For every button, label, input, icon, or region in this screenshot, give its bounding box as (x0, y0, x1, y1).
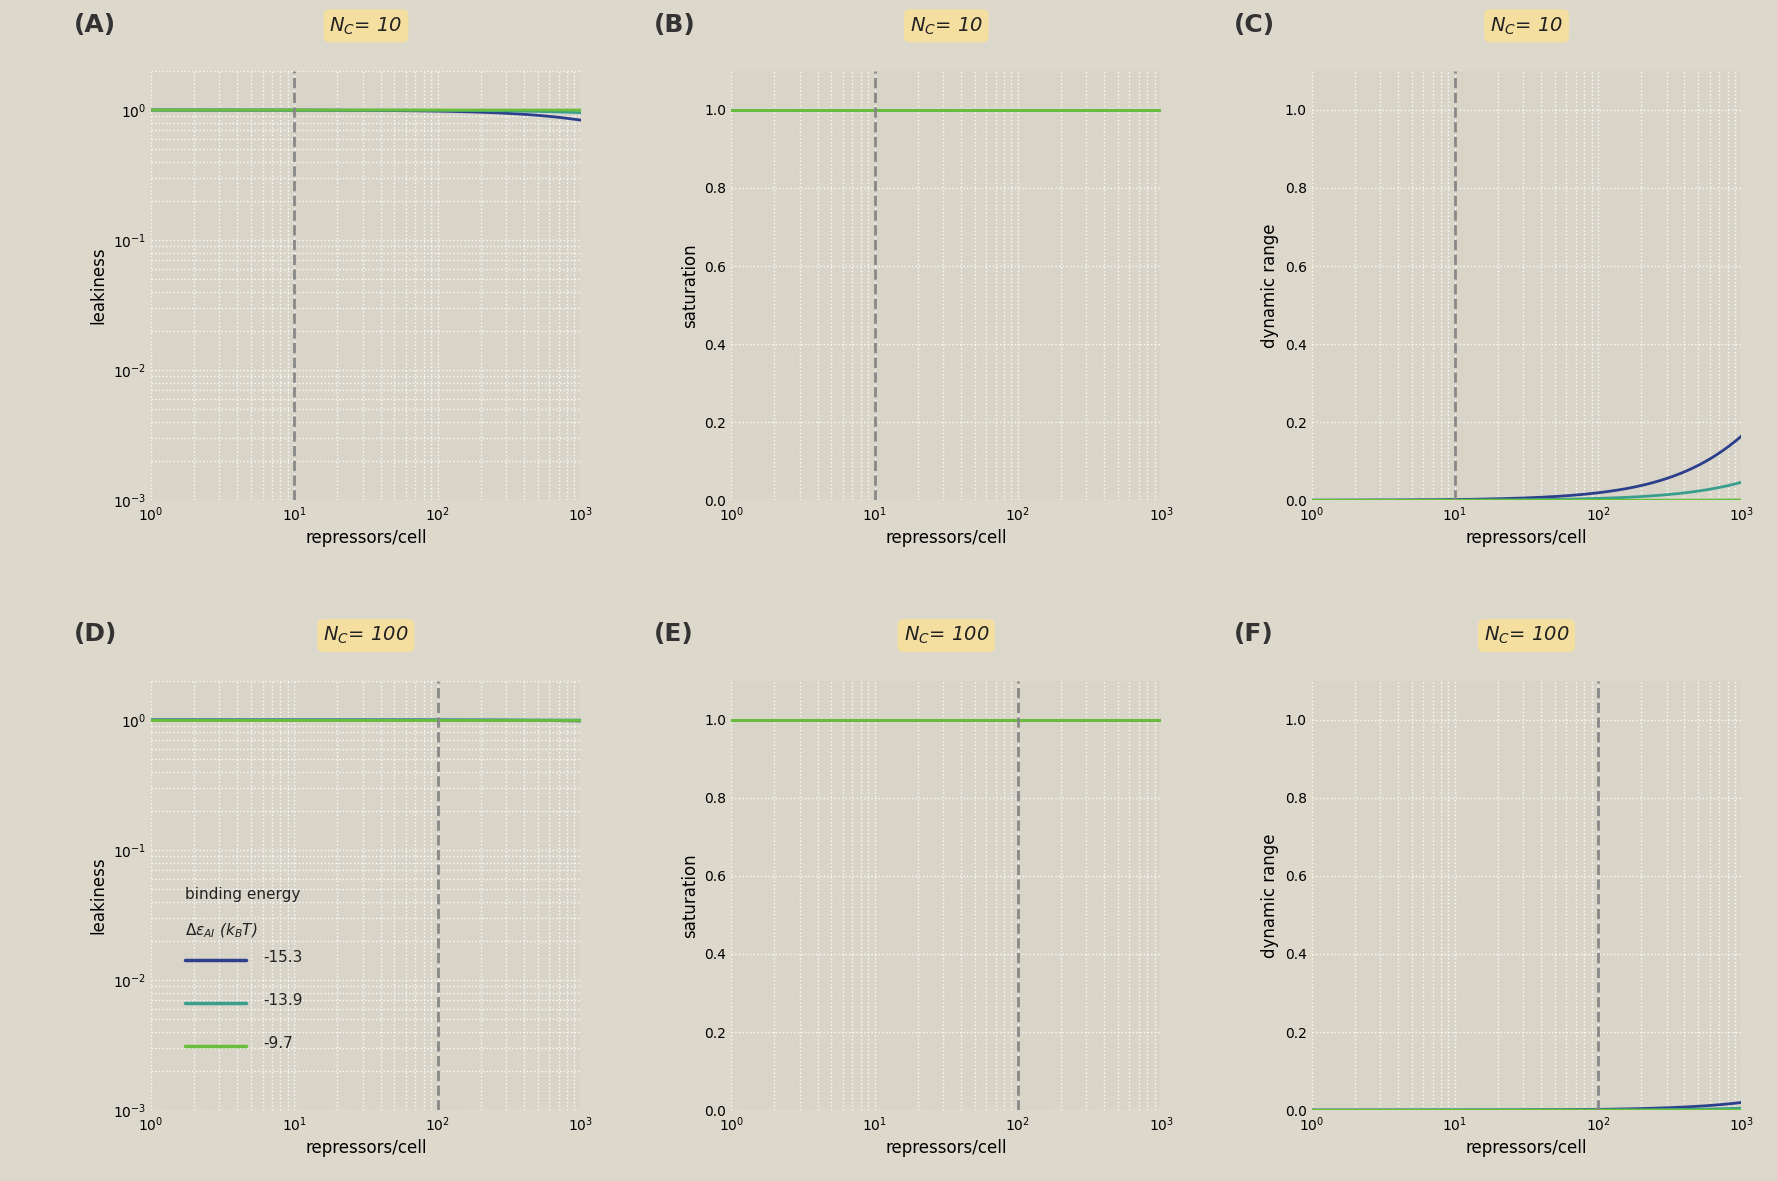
Text: $N_C$= 100: $N_C$= 100 (1484, 625, 1569, 646)
Y-axis label: leakiness: leakiness (89, 247, 107, 325)
Text: $N_C$= 100: $N_C$= 100 (323, 625, 409, 646)
Text: (F): (F) (1235, 622, 1274, 646)
Text: $N_C$= 100: $N_C$= 100 (903, 625, 990, 646)
X-axis label: repressors/cell: repressors/cell (885, 1140, 1008, 1157)
Y-axis label: leakiness: leakiness (89, 856, 107, 934)
Text: -15.3: -15.3 (263, 951, 302, 965)
Text: (D): (D) (73, 622, 117, 646)
Y-axis label: dynamic range: dynamic range (1262, 223, 1279, 348)
Text: (A): (A) (73, 13, 116, 37)
Text: (C): (C) (1235, 13, 1276, 37)
Text: binding energy: binding energy (185, 887, 300, 902)
Text: $N_C$= 10: $N_C$= 10 (1491, 15, 1564, 37)
X-axis label: repressors/cell: repressors/cell (306, 1140, 426, 1157)
X-axis label: repressors/cell: repressors/cell (306, 529, 426, 547)
X-axis label: repressors/cell: repressors/cell (1466, 529, 1587, 547)
X-axis label: repressors/cell: repressors/cell (1466, 1140, 1587, 1157)
Text: (E): (E) (654, 622, 693, 646)
Y-axis label: dynamic range: dynamic range (1262, 833, 1279, 958)
X-axis label: repressors/cell: repressors/cell (885, 529, 1008, 547)
Text: -13.9: -13.9 (263, 993, 302, 1009)
Y-axis label: saturation: saturation (681, 243, 698, 328)
Text: (B): (B) (654, 13, 697, 37)
Y-axis label: saturation: saturation (681, 853, 698, 938)
Text: $N_C$= 10: $N_C$= 10 (329, 15, 402, 37)
Text: -9.7: -9.7 (263, 1036, 293, 1051)
Text: $\Delta\varepsilon_{AI}$ ($k_BT$): $\Delta\varepsilon_{AI}$ ($k_BT$) (185, 921, 258, 940)
Text: $N_C$= 10: $N_C$= 10 (910, 15, 983, 37)
